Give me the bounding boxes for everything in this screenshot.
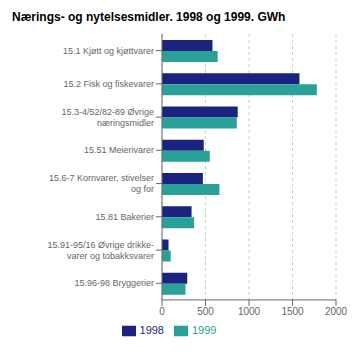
html-text:1998: 1998 (139, 323, 164, 336)
svg-text:15.91-95/16 Øvrige drikke-vare: 15.91-95/16 Øvrige drikke-varer og tobak… (47, 240, 154, 261)
svg-text:15.1 Kjøtt og kjøttvarer: 15.1 Kjøtt og kjøttvarer (63, 46, 154, 56)
svg-text:1000: 1000 (238, 306, 261, 317)
svg-text:500: 500 (197, 306, 214, 317)
html-text:1999: 1999 (192, 323, 217, 336)
svg-text:0: 0 (159, 306, 165, 317)
svg-text:15.96-98 Bryggerier: 15.96-98 Bryggerier (74, 278, 154, 288)
svg-text:15.2 Fisk og fiskevarer: 15.2 Fisk og fiskevarer (63, 79, 154, 89)
svg-text:15.3-4/52/82-89 Øvrigenæringsm: 15.3-4/52/82-89 Øvrigenæringsmidler (61, 107, 154, 128)
svg-text:1500: 1500 (281, 306, 304, 317)
svg-text:15.81 Bakerier: 15.81 Bakerier (95, 212, 154, 222)
svg-text:15.6-7 Kornvarer, stivelserog: 15.6-7 Kornvarer, stivelserog for (49, 173, 154, 194)
svg-text:15.51 Meierivarer: 15.51 Meierivarer (84, 145, 154, 155)
svg-text:2000: 2000 (325, 306, 348, 317)
html-text:Nærings- og nytelsesmidler. 19: Nærings- og nytelsesmidler. 1998 og 1999… (12, 10, 286, 24)
